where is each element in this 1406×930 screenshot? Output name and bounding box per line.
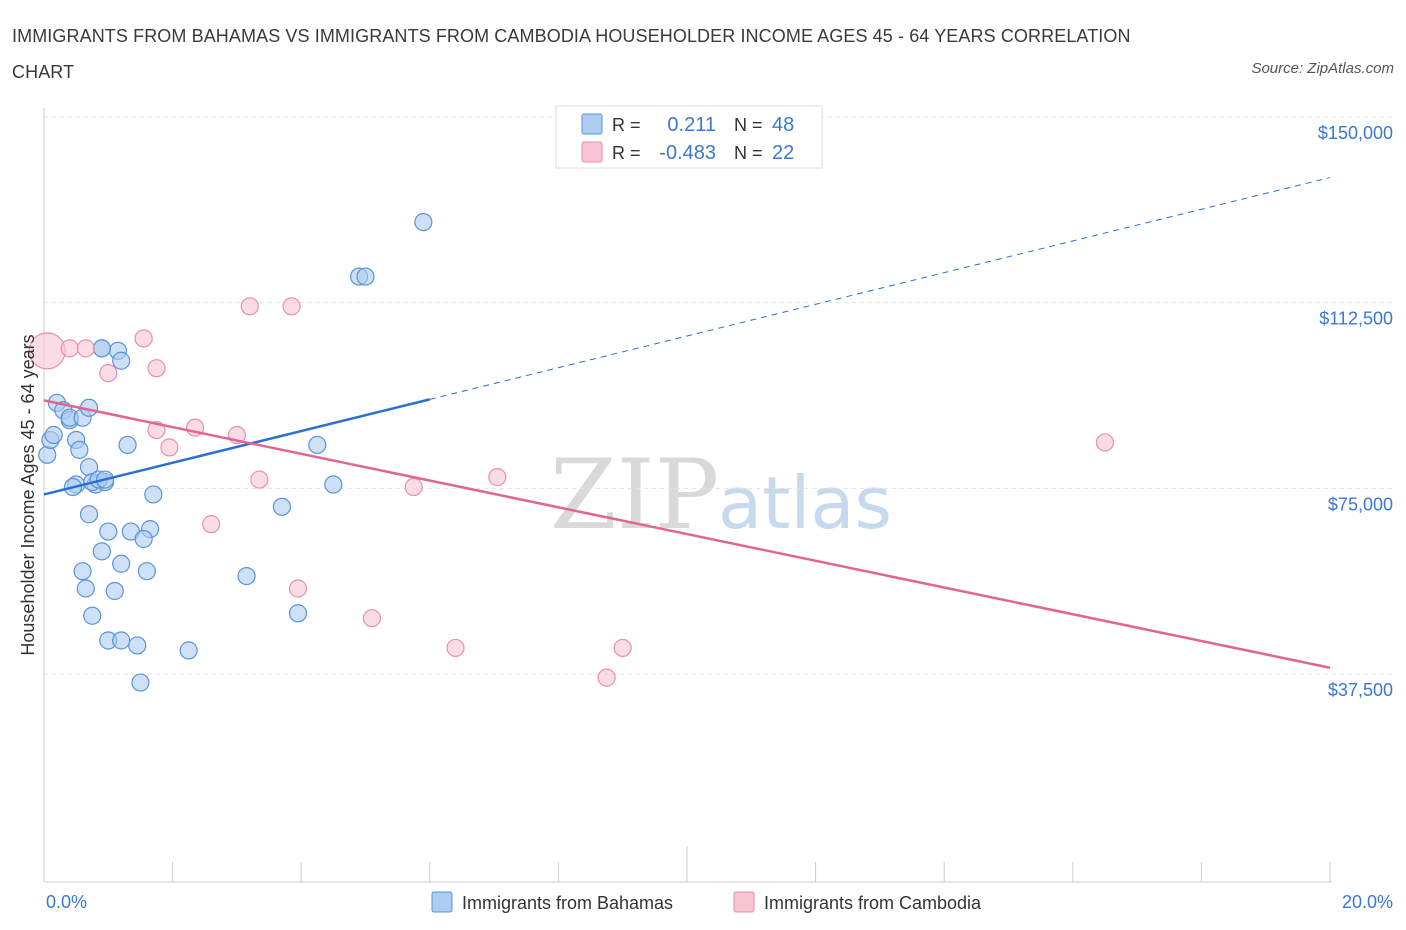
series-bahamas-points [38,213,433,692]
legend-n-value-cambodia: 22 [772,142,794,164]
y-tick-label-3: $150,000 [1318,123,1393,143]
legend-r-value-bahamas: 0.211 [667,114,716,136]
watermark: ZIP atlas [550,439,892,551]
point-bahamas-25 [73,562,92,581]
point-cambodia-5 [147,359,166,378]
trend-line-bahamas [43,398,431,496]
point-bahamas-19 [79,505,99,524]
point-cambodia-18 [488,468,507,487]
legend-r-label-bahamas: R = [612,115,641,135]
point-cambodia-17 [446,638,465,658]
point-bahamas-20 [92,542,111,561]
y-tick-label-0: $37,500 [1328,680,1393,700]
point-bahamas-37 [179,641,198,660]
y-tick-label-1: $75,000 [1328,494,1393,514]
point-bahamas-40 [288,604,308,623]
stats-legend: R = 0.211 N = 48 R = -0.483 N = 22 [555,105,823,169]
point-cambodia-20 [613,638,632,658]
chart-source: Source: ZipAtlas.com [1251,60,1394,77]
legend-n-value-bahamas: 48 [772,114,794,136]
point-bahamas-38 [237,567,256,586]
point-cambodia-3 [99,364,118,383]
point-bahamas-35 [118,435,137,455]
point-bahamas-27 [83,606,102,625]
point-bahamas-0 [38,445,57,464]
point-bahamas-32 [137,562,156,581]
point-bahamas-9 [70,440,89,459]
point-bahamas-36 [144,485,163,504]
point-cambodia-21 [1095,433,1115,452]
x-tick-label-0: 0.0% [46,892,87,912]
point-cambodia-14 [288,579,308,598]
point-cambodia-12 [240,297,259,316]
bottom-legend-swatch-cambodia [733,891,755,913]
y-tick-label-2: $112,500 [1319,309,1393,329]
trend-line-bahamas-extension [429,177,1331,400]
point-cambodia-7 [160,438,179,457]
point-cambodia-1 [60,339,79,358]
point-bahamas-31 [131,673,150,692]
bottom-legend-swatch-bahamas [431,891,453,913]
point-cambodia-11 [250,470,269,489]
trend-lines [43,177,1331,669]
trend-line-cambodia [43,399,1331,669]
point-bahamas-48 [112,351,131,370]
grid-lines [44,116,1394,675]
point-bahamas-49 [92,339,111,358]
legend-n-label-cambodia: N = [734,143,763,163]
legend-swatch-bahamas [581,113,603,135]
x-tick-labels: 0.0% 20.0% [46,892,1393,912]
point-cambodia-19 [597,668,616,687]
point-bahamas-30 [128,636,147,655]
point-bahamas-42 [324,475,343,494]
series-legend: Immigrants from Bahamas Immigrants from … [431,891,982,913]
point-bahamas-22 [112,554,131,573]
point-bahamas-29 [112,631,131,650]
chart-title: IMMIGRANTS FROM BAHAMAS VS IMMIGRANTS FR… [12,26,1131,82]
point-cambodia-2 [76,339,95,358]
axes [43,108,1332,883]
point-bahamas-41 [308,435,327,455]
point-bahamas-26 [76,579,95,598]
legend-r-label-cambodia: R = [612,143,641,163]
legend-n-label-bahamas: N = [734,115,763,135]
point-bahamas-21 [99,522,118,541]
point-cambodia-16 [404,477,423,497]
point-bahamas-34 [134,529,153,549]
watermark-zip: ZIP [550,439,719,551]
bottom-legend-label-cambodia: Immigrants from Cambodia [764,893,982,913]
legend-swatch-cambodia [581,141,603,163]
point-bahamas-2 [44,425,63,445]
point-cambodia-15 [362,609,382,628]
point-cambodia-13 [282,297,301,316]
legend-r-value-cambodia: -0.483 [659,142,716,164]
watermark-atlas: atlas [718,461,892,545]
point-cambodia-9 [202,515,221,534]
point-bahamas-24 [105,581,124,601]
point-bahamas-45 [414,213,433,232]
bottom-legend-label-bahamas: Immigrants from Bahamas [462,893,673,913]
point-cambodia-4 [134,329,153,348]
y-tick-labels: $37,500 $75,000 $112,500 $150,000 [1318,123,1393,700]
x-tick-label-1: 20.0% [1342,892,1393,912]
point-bahamas-44 [356,267,375,286]
point-bahamas-39 [272,497,292,516]
y-axis-title: Householder Income Ages 45 - 64 years [18,334,38,655]
